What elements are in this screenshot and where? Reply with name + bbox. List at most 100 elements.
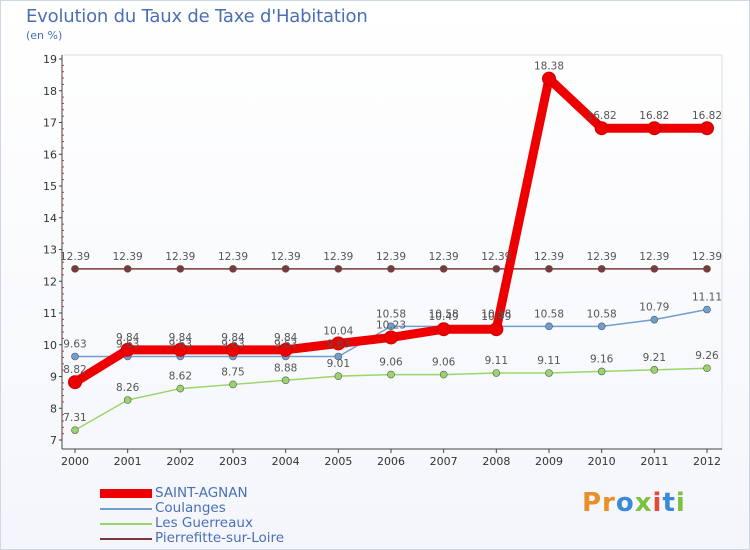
data-label: 8.75 [221,366,244,378]
data-point [545,265,553,273]
y-tick-label: 18 [43,85,57,98]
data-label: 12.39 [323,251,353,263]
y-tick-label: 12 [43,275,57,288]
data-point [597,265,606,273]
data-label: 8.26 [116,382,140,394]
legend-item-les-guerreaux: Les Guerreaux [100,515,360,531]
data-point [489,322,504,337]
data-point [436,322,451,337]
data-label: 9.21 [643,352,666,364]
data-label: 9.63 [221,338,244,350]
proxiti-logo: Proxiti [582,488,686,518]
data-label: 12.39 [165,251,195,263]
data-point [123,265,132,273]
data-point [71,426,79,434]
data-label: 12.39 [113,251,143,263]
y-tick-label: 16 [43,148,57,161]
data-point [278,342,293,357]
x-tick-label: 2002 [166,455,194,468]
data-label: 16.82 [587,110,617,122]
y-tick-label: 17 [43,117,57,130]
data-point [703,265,711,273]
data-point [650,265,659,273]
data-point [176,265,185,273]
data-point [71,352,79,361]
legend: SAINT-AGNAN Coulanges Les Guerreaux Pier… [100,485,360,546]
legend-item-pierrefitte: Pierrefitte-sur-Loire [100,530,360,546]
data-label: 16.82 [639,110,669,122]
x-tick-label: 2003 [219,455,247,468]
data-label: 10.58 [587,308,617,320]
data-label: 10.49 [481,311,511,323]
data-label: 10.58 [376,308,406,320]
legend-label: Les Guerreaux [155,515,253,531]
legend-swatch [100,523,152,525]
data-label: 9.01 [327,358,350,370]
data-label: 9.26 [695,350,719,362]
data-point [542,71,556,86]
legend-label: Pierrefitte-sur-Loire [155,530,285,546]
data-label: 9.84 [116,332,140,344]
data-point [123,396,132,404]
data-label: 11.11 [692,292,722,304]
data-point [334,372,343,380]
legend-swatch [100,508,152,510]
data-point [387,322,395,331]
legend-swatch [100,538,152,540]
data-point [226,342,240,357]
x-tick-label: 2010 [588,455,616,468]
data-label: 9.63 [63,338,86,350]
data-point [703,364,711,373]
data-point [439,265,448,273]
x-tick-label: 2008 [482,455,510,468]
data-point [439,370,448,379]
data-label: 10.23 [376,319,406,331]
data-point [334,352,343,361]
data-label: 10.58 [429,308,459,320]
data-label: 9.11 [485,355,508,367]
data-label: 12.39 [639,251,669,263]
data-point [71,265,79,273]
chart-subtitle: (en %) [26,29,63,42]
x-tick-label: 2000 [61,455,89,468]
data-point [597,367,606,376]
x-tick-label: 2007 [430,455,458,468]
data-point [384,330,398,345]
data-label: 12.39 [376,251,406,263]
data-label: 12.39 [271,251,301,263]
data-point [281,376,290,385]
y-tick-label: 7 [50,434,57,447]
y-tick-label: 14 [43,212,57,225]
data-label: 9.63 [169,338,192,350]
data-label: 9.06 [432,357,456,369]
data-label: 16.82 [692,110,722,122]
data-point [703,305,711,314]
x-tick-label: 2004 [272,455,300,468]
data-point [594,121,609,136]
data-point [229,380,237,389]
data-label: 10.58 [534,308,564,320]
data-point [387,265,395,273]
x-tick-label: 2011 [640,455,668,468]
data-label: 7.31 [63,412,86,424]
legend-item-saint-agnan: SAINT-AGNAN [100,485,360,501]
legend-label: SAINT-AGNAN [155,485,248,501]
data-point [331,336,346,351]
data-point [120,342,135,357]
data-label: 8.82 [63,364,86,376]
data-label: 12.39 [534,251,564,263]
data-label: 9.84 [221,332,245,344]
y-tick-label: 8 [50,402,57,415]
data-point [545,322,553,331]
y-tick-label: 10 [43,339,57,352]
data-point [650,366,659,374]
y-tick-label: 9 [50,371,57,384]
data-label: 12.39 [692,251,722,263]
x-tick-label: 2001 [114,455,142,468]
legend-item-coulanges: Coulanges [100,500,360,516]
data-label: 9.84 [169,332,193,344]
data-label: 9.06 [379,357,403,369]
data-label: 12.39 [60,251,90,263]
